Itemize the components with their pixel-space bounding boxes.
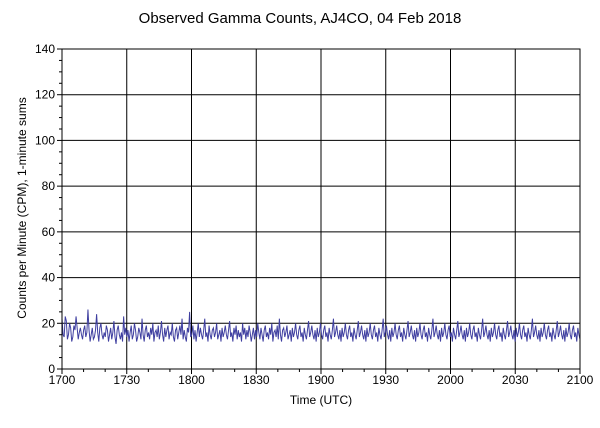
y-tick-label: 140 bbox=[35, 42, 55, 56]
y-tick-label: 120 bbox=[35, 88, 55, 102]
y-axis-label-text: Counts per Minute (CPM), 1-minute sums bbox=[15, 97, 29, 319]
x-tick-label: 1830 bbox=[243, 373, 270, 387]
plot-frame bbox=[61, 48, 581, 370]
x-axis-label: Time (UTC) bbox=[289, 393, 353, 407]
y-tick-label: 40 bbox=[42, 271, 56, 285]
x-tick-label: 1900 bbox=[308, 373, 335, 387]
y-tick-label: 20 bbox=[42, 316, 56, 330]
y-tick-label: 100 bbox=[35, 133, 55, 147]
x-tick-label: 1700 bbox=[49, 373, 76, 387]
x-tick-label: 2100 bbox=[567, 373, 594, 387]
y-tick-label: 0 bbox=[48, 362, 55, 376]
y-tick-label: 60 bbox=[42, 225, 56, 239]
series-line bbox=[61, 309, 581, 344]
x-tick-label: 1730 bbox=[113, 373, 140, 387]
x-tick-label: 2030 bbox=[502, 373, 529, 387]
x-tick-label: 2000 bbox=[437, 373, 464, 387]
x-tick-label: 1930 bbox=[372, 373, 399, 387]
y-tick-label: 80 bbox=[42, 179, 56, 193]
x-tick-label: 1800 bbox=[178, 373, 205, 387]
chart-title: Observed Gamma Counts, AJ4CO, 04 Feb 201… bbox=[138, 10, 462, 27]
